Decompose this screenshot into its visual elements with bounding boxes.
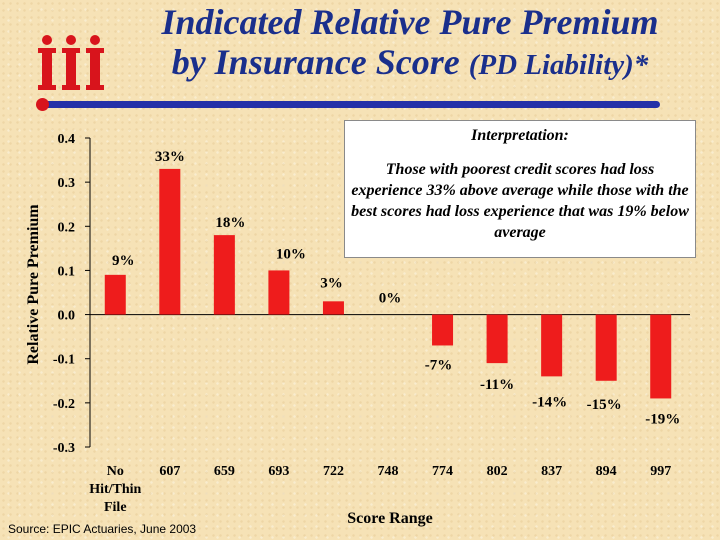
data-label: -15% [587,397,622,413]
data-label: 10% [276,246,306,262]
y-tick-label: 0.2 [58,220,76,235]
x-tick-label: 837 [541,464,562,479]
bar [268,270,290,315]
iii-logo-icon [36,34,106,101]
x-tick-label: 774 [432,464,453,479]
data-label: 33% [155,149,185,165]
bar [432,314,454,346]
x-tick-label: 607 [159,464,180,479]
x-tick-label: 748 [378,464,399,479]
data-label: -7% [425,357,453,373]
interpretation-text: Those with poorest credit scores had los… [351,161,689,241]
y-tick-label: -0.1 [53,353,75,368]
bar [159,168,181,315]
data-label: -11% [480,377,514,393]
bar [213,235,235,315]
x-tick-label: File [104,500,127,515]
y-tick-label: -0.3 [53,441,75,456]
title-line-1: Indicated Relative Pure Premium [161,2,659,42]
x-tick-label: 802 [487,464,508,479]
y-tick-label: 0.0 [58,309,76,324]
title-underline [40,101,660,108]
data-label: 18% [215,215,245,231]
data-label: -19% [645,411,680,427]
bar [486,314,508,364]
x-tick-label: 659 [214,464,235,479]
title-line-2-paren: (PD Liability)* [468,49,649,81]
y-tick-label: 0.1 [58,264,76,279]
page-title: Indicated Relative Pure Premium by Insur… [110,2,710,85]
bar [541,314,563,377]
x-tick-label: Hit/Thin [89,482,141,497]
source-note: Source: EPIC Actuaries, June 2003 [8,522,197,536]
x-axis-label: Score Range [347,510,432,527]
y-axis-label: Relative Pure Premium [25,204,42,365]
bar [104,274,126,315]
x-tick-label: No [107,464,124,479]
bar [322,301,344,315]
x-tick-label: 693 [268,464,289,479]
y-tick-label: 0.3 [58,176,76,191]
y-tick-label: 0.4 [58,132,76,147]
x-tick-label: 894 [596,464,617,479]
bar [650,314,672,399]
interpretation-heading: Interpretation: [471,127,569,144]
data-label: 9% [112,253,135,269]
data-label: -14% [532,394,567,410]
title-underline-dot [36,98,49,111]
y-tick-label: -0.2 [53,397,75,412]
title-line-2: by Insurance Score [171,42,460,82]
interpretation-box: Interpretation: Those with poorest credi… [344,120,696,258]
x-tick-label: 997 [650,464,671,479]
data-label: 3% [320,275,343,291]
data-label: 0% [379,291,402,307]
bar [595,314,617,381]
x-tick-label: 722 [323,464,344,479]
